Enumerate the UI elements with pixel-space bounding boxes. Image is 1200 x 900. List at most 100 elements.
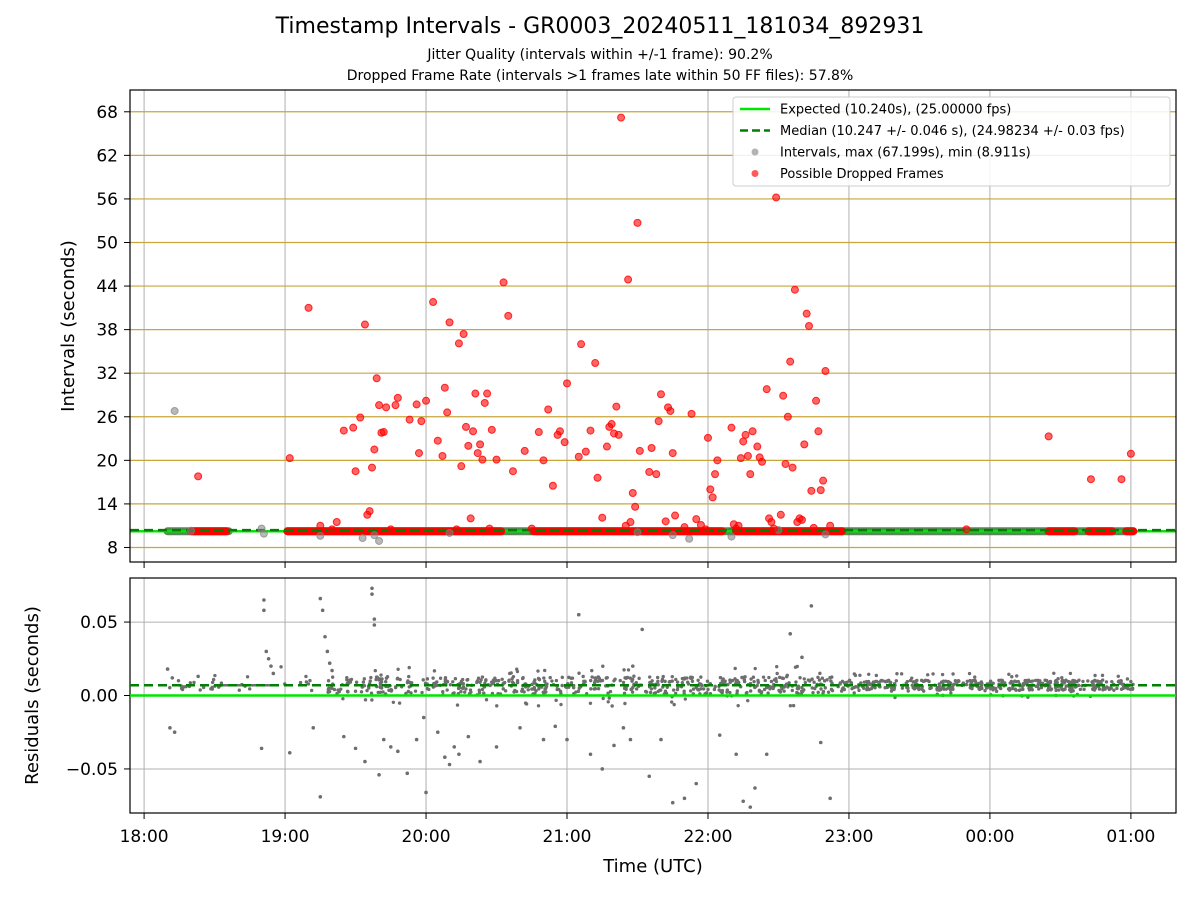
residual-point-1025 <box>1130 686 1135 691</box>
top-ytick-label-6: 44 <box>96 277 118 297</box>
dropped-point-136 <box>807 486 816 495</box>
residual-point-126 <box>327 689 332 694</box>
residual-point-24 <box>245 675 250 679</box>
residual-point-88 <box>367 686 371 690</box>
residual-point-778 <box>874 673 879 678</box>
residual-point-718 <box>1052 671 1056 675</box>
residual-outlier-11 <box>259 746 264 751</box>
residual-point-540 <box>818 671 822 676</box>
xtick-label-2: 20:00 <box>402 827 451 847</box>
residual-point-601 <box>791 703 796 708</box>
dropped-point-40 <box>466 514 475 523</box>
residual-point-833 <box>917 687 921 692</box>
residual-outlier-18 <box>330 668 334 673</box>
residual-point-597 <box>599 679 603 683</box>
dropped-point-45 <box>478 455 487 464</box>
legend-box <box>732 96 1171 187</box>
residual-point-607 <box>656 683 660 687</box>
residual-point-131 <box>397 701 402 705</box>
dropped-point-2 <box>304 303 313 312</box>
residual-outlier-28 <box>377 773 381 777</box>
residual-point-855 <box>1104 680 1109 684</box>
residual-point-1033 <box>1070 686 1074 691</box>
top-ytick-label-9: 62 <box>96 146 118 166</box>
residual-outlier-47 <box>565 737 569 742</box>
residual-point-609 <box>512 690 516 694</box>
residual-outlier-58 <box>670 800 675 805</box>
residual-point-492 <box>608 689 613 694</box>
residual-point-542 <box>828 676 832 680</box>
dropped-point-21 <box>391 401 400 410</box>
residual-point-958 <box>951 687 955 691</box>
dropped-point-121 <box>769 524 778 533</box>
residual-point-314 <box>680 680 685 685</box>
residual-outlier-6 <box>262 608 266 613</box>
residual-outlier-27 <box>372 623 377 627</box>
top-ytick-label-3: 26 <box>96 408 118 428</box>
residual-point-751 <box>1060 676 1064 680</box>
residual-point-169 <box>490 682 495 686</box>
dropped-point-5 <box>332 518 341 527</box>
dropped-point-77 <box>617 113 626 122</box>
residual-point-596 <box>816 675 820 680</box>
residual-point-188 <box>445 688 449 692</box>
residual-outlier-42 <box>478 759 482 764</box>
residual-point-192 <box>381 690 385 694</box>
bot-ytick-label-2: 0.05 <box>80 613 118 633</box>
residual-point-156 <box>443 675 448 680</box>
residual-point-558 <box>631 685 635 690</box>
residual-point-123 <box>373 668 378 673</box>
residual-point-227 <box>569 681 574 685</box>
residual-point-17 <box>188 681 193 685</box>
residual-point-175 <box>330 686 334 691</box>
dropped-point-83 <box>633 218 642 227</box>
residual-outlier-22 <box>353 746 358 751</box>
residual-point-642 <box>852 691 856 695</box>
residual-outlier-31 <box>396 749 400 754</box>
residual-point-399 <box>829 687 834 692</box>
dropped-point-128 <box>788 463 797 472</box>
residual-point-960 <box>889 686 894 690</box>
dropped-point-18 <box>379 428 388 437</box>
chart-title: Timestamp Intervals - GR0003_20240511_18… <box>275 14 925 39</box>
residual-point-890 <box>888 680 893 685</box>
residual-point-962 <box>868 682 872 687</box>
residual-outlier-8 <box>266 656 271 661</box>
residual-point-695 <box>892 686 897 690</box>
residual-point-1012 <box>867 672 871 676</box>
residual-point-450 <box>637 676 641 681</box>
residual-point-516 <box>542 676 546 680</box>
residual-point-40 <box>425 677 430 681</box>
residual-point-203 <box>384 679 388 684</box>
legend-median-label: Median (10.247 +/- 0.046 s), (24.98234 +… <box>780 124 1125 139</box>
residual-point-194 <box>327 686 331 691</box>
residual-point-605 <box>777 688 781 693</box>
residual-point-433 <box>548 675 552 680</box>
residual-point-904 <box>1116 674 1120 678</box>
residual-point-758 <box>1082 687 1086 692</box>
residual-point-624 <box>672 702 676 707</box>
residual-point-124 <box>407 665 411 670</box>
residual-point-606 <box>721 677 725 681</box>
residual-point-439 <box>682 689 686 693</box>
residual-point-611 <box>688 689 693 693</box>
residual-point-256 <box>690 679 695 683</box>
dropped-point-120 <box>767 518 776 527</box>
residual-point-16 <box>198 688 202 692</box>
residual-point-210 <box>452 691 456 695</box>
residual-point-1054 <box>910 676 914 680</box>
residual-point-518 <box>757 689 762 693</box>
dropped-point-135 <box>805 322 814 330</box>
residual-outlier-25 <box>370 592 374 596</box>
residual-point-342 <box>810 686 814 690</box>
residual-point-28 <box>308 678 312 683</box>
residual-point-940 <box>1072 680 1077 684</box>
residual-point-6 <box>213 673 217 678</box>
dropped-point-95 <box>680 523 689 532</box>
residual-point-850 <box>973 678 977 683</box>
residual-point-214 <box>482 691 486 695</box>
interval-point-4 <box>316 531 325 540</box>
residual-point-478 <box>775 671 779 676</box>
xtick-label-6: 00:00 <box>965 827 1014 847</box>
residual-point-247 <box>811 690 815 695</box>
